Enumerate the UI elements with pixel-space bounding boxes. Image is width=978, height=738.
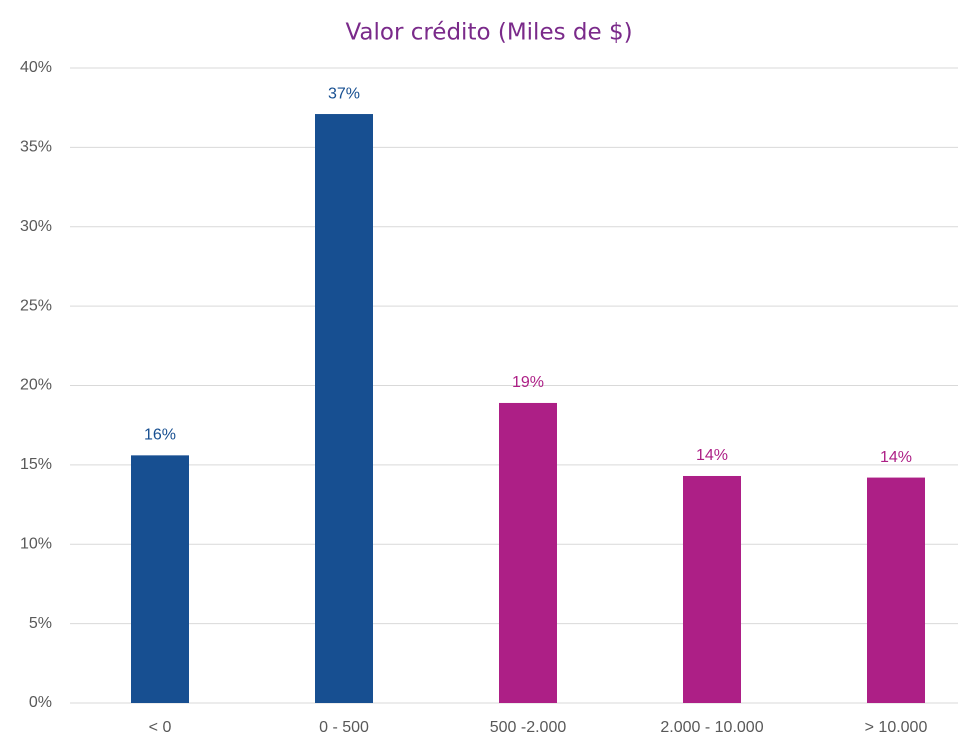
x-tick-label: 2.000 - 10.000 [660,719,763,736]
bar [131,455,189,703]
y-tick-label: 35% [20,139,52,156]
y-tick-label: 30% [20,218,52,235]
y-tick-label: 15% [20,456,52,473]
y-tick-label: 40% [20,59,52,76]
data-label: 37% [328,85,360,102]
y-tick-label: 20% [20,377,52,394]
data-label: 16% [144,427,176,444]
data-label: 14% [880,449,912,466]
x-tick-label: 0 - 500 [319,719,369,736]
data-label: 19% [512,374,544,391]
y-tick-label: 0% [29,694,52,711]
x-tick-label: > 10.000 [865,719,928,736]
bar [867,477,925,703]
bar [315,114,373,704]
y-tick-label: 5% [29,615,52,632]
chart-title: Valor crédito (Miles de $) [345,20,632,46]
bar [683,475,741,703]
data-label: 14% [696,447,728,464]
bar [499,402,557,703]
y-tick-label: 25% [20,297,52,314]
x-tick-label: 500 -2.000 [490,719,567,736]
y-tick-label: 10% [20,535,52,552]
x-tick-label: < 0 [149,719,172,736]
